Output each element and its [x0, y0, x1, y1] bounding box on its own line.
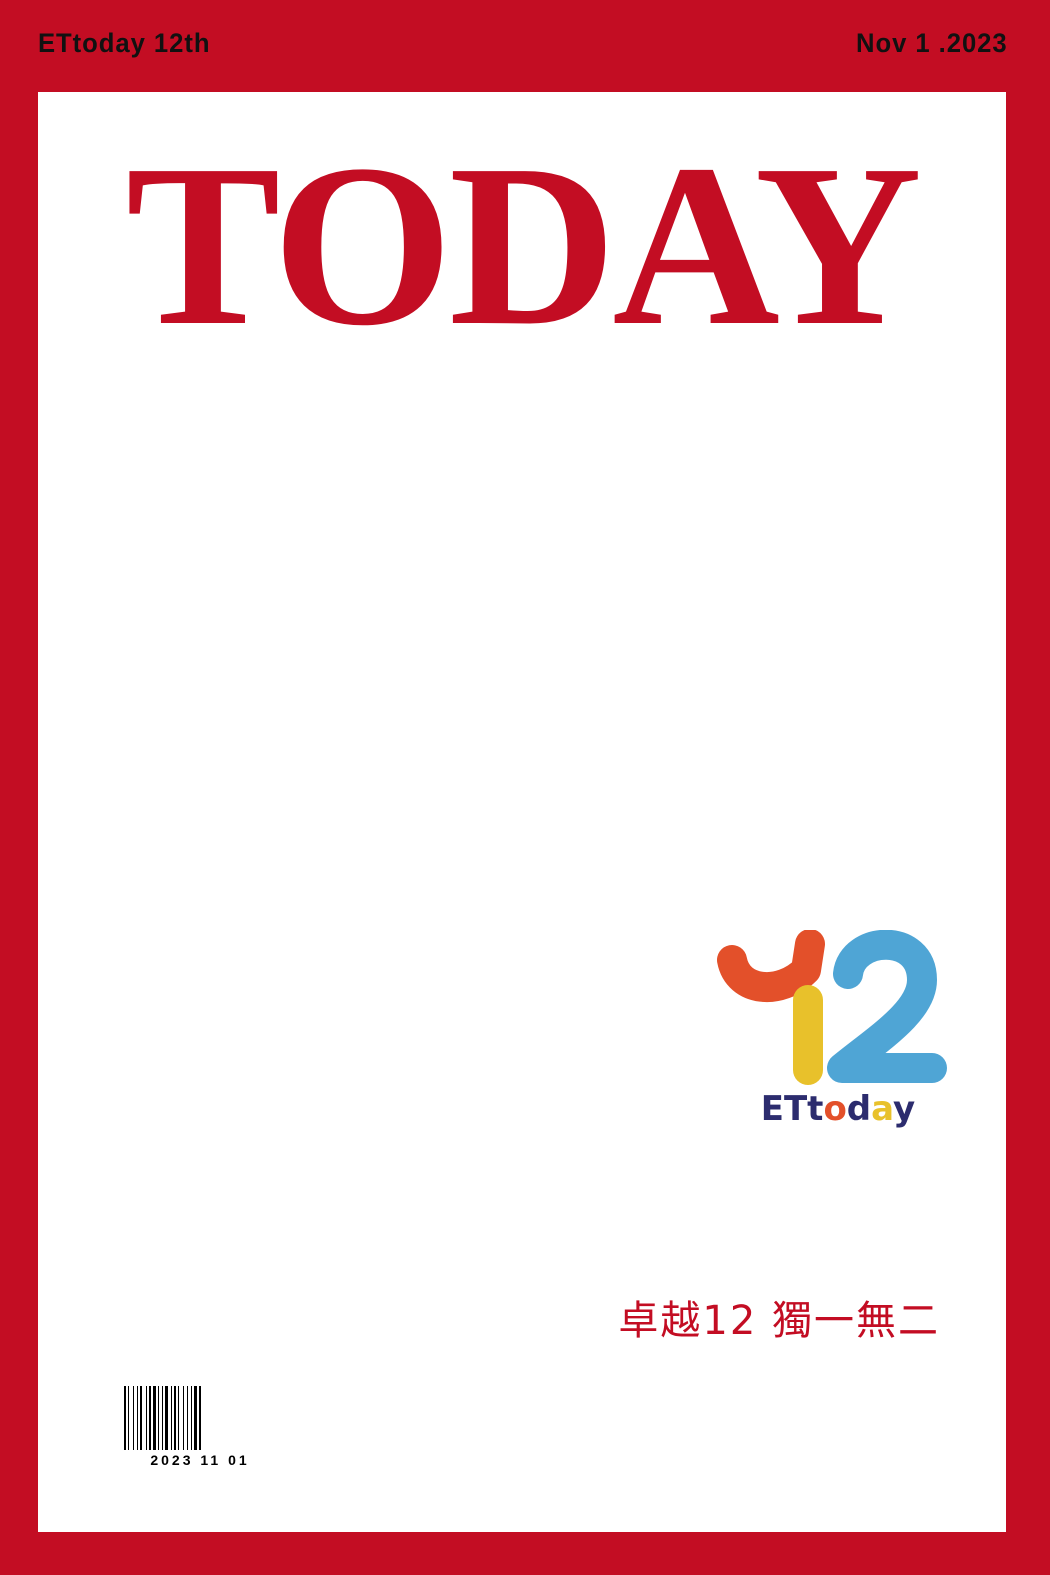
- barcode-bar: [140, 1386, 142, 1450]
- barcode-bar: [171, 1386, 172, 1450]
- barcode-bar: [124, 1386, 126, 1450]
- barcode-bar: [183, 1386, 184, 1450]
- barcode-bar: [178, 1386, 179, 1450]
- barcode-bar: [162, 1386, 163, 1450]
- barcode-number: 2023 11 01: [150, 1452, 250, 1468]
- ettoday-12-anniversary-logo: ETtoday: [717, 930, 947, 1129]
- barcode-bar: [158, 1386, 159, 1450]
- barcode-bar: [146, 1386, 147, 1450]
- barcode-bar: [165, 1386, 168, 1450]
- barcode-bar: [187, 1386, 188, 1450]
- masthead-title: TODAY: [125, 117, 922, 374]
- barcode-bar: [153, 1386, 156, 1450]
- barcode-bar: [199, 1386, 201, 1450]
- cover-tagline: 卓越12 獨一無二: [618, 1298, 940, 1344]
- barcode-graphic: [124, 1386, 201, 1450]
- logo-two-glyph: [827, 930, 947, 1083]
- barcode-bar: [133, 1386, 134, 1450]
- logo-one-curve: [717, 930, 825, 1003]
- barcode-bar: [128, 1386, 129, 1450]
- barcode-bar: [194, 1386, 197, 1450]
- edition-label: ETtoday 12th: [38, 28, 211, 58]
- barcode-bar: [174, 1386, 176, 1450]
- barcode-bar: [137, 1386, 138, 1450]
- barcode-bar: [149, 1386, 151, 1450]
- cover-panel: TODAY ETtoday 卓越12 獨一無二 2023 11 01: [38, 92, 1006, 1532]
- issue-date: Nov 1 .2023: [856, 28, 1008, 58]
- barcode-bar: [191, 1386, 192, 1450]
- logo-wordmark: ETtoday: [761, 1089, 915, 1129]
